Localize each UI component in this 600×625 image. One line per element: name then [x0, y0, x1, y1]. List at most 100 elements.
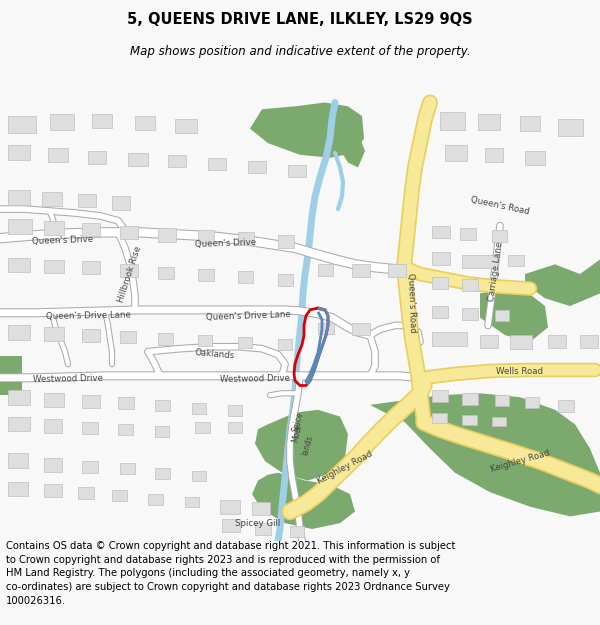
Bar — [510, 335, 532, 349]
Bar — [8, 116, 36, 134]
Bar — [462, 414, 477, 425]
Bar — [82, 329, 100, 342]
Bar — [120, 331, 136, 343]
Text: Queen's Drive Lane: Queen's Drive Lane — [46, 311, 131, 321]
Bar — [318, 322, 334, 334]
Bar — [558, 400, 574, 412]
Polygon shape — [525, 259, 600, 306]
Bar — [92, 114, 112, 128]
Bar — [228, 422, 242, 433]
Bar — [192, 403, 206, 414]
Bar — [8, 482, 28, 496]
Bar — [432, 412, 447, 423]
Bar — [508, 254, 524, 266]
Bar — [558, 119, 583, 136]
Bar — [228, 405, 242, 416]
Bar — [44, 484, 62, 497]
Bar — [462, 254, 497, 268]
Bar — [112, 490, 127, 501]
Bar — [432, 306, 448, 318]
Bar — [525, 151, 545, 166]
Bar — [440, 112, 465, 129]
Bar — [255, 523, 271, 535]
Bar — [198, 335, 212, 346]
Bar — [238, 337, 252, 348]
Bar — [148, 494, 163, 505]
Bar — [278, 235, 294, 248]
Bar — [278, 339, 292, 349]
Bar — [432, 226, 450, 238]
Bar — [44, 259, 64, 273]
Bar — [318, 264, 333, 276]
Bar — [8, 190, 30, 205]
Bar — [252, 502, 270, 516]
Bar — [462, 279, 478, 291]
Bar — [155, 400, 170, 411]
Bar — [44, 419, 62, 433]
Bar — [158, 229, 176, 242]
Text: Spicey Gill: Spicey Gill — [235, 519, 281, 528]
Bar — [158, 268, 174, 279]
Text: Wells Road: Wells Road — [497, 368, 544, 376]
Bar — [78, 488, 94, 499]
Bar — [118, 424, 133, 435]
Bar — [460, 229, 476, 240]
Bar — [495, 310, 509, 321]
Bar — [120, 226, 138, 239]
Bar — [432, 332, 467, 346]
Polygon shape — [252, 472, 355, 529]
Bar — [8, 145, 30, 159]
Bar — [8, 258, 30, 272]
Bar — [520, 116, 540, 131]
Bar — [288, 164, 306, 177]
Text: Oaklands: Oaklands — [194, 348, 235, 361]
Bar — [198, 269, 214, 281]
Text: Keighley Road: Keighley Road — [316, 449, 374, 486]
Bar — [492, 416, 506, 426]
Bar — [44, 458, 62, 472]
Bar — [120, 463, 135, 474]
Bar — [8, 416, 30, 431]
Text: Westwood Drive: Westwood Drive — [220, 374, 290, 384]
Bar — [82, 422, 98, 434]
Text: Keighley Road: Keighley Road — [490, 448, 551, 474]
Bar — [78, 194, 96, 207]
Bar — [495, 395, 509, 406]
Bar — [120, 264, 138, 277]
Text: Westwood Drive: Westwood Drive — [33, 374, 103, 384]
Bar — [478, 114, 500, 129]
Bar — [208, 158, 226, 171]
Bar — [432, 391, 448, 402]
Text: Contains OS data © Crown copyright and database right 2021. This information is : Contains OS data © Crown copyright and d… — [6, 541, 455, 606]
Bar — [112, 196, 130, 210]
Text: Queen's Road: Queen's Road — [406, 273, 418, 333]
Bar — [175, 119, 197, 134]
Bar — [220, 500, 240, 514]
Bar — [492, 231, 507, 242]
Bar — [462, 393, 478, 405]
Text: Queen's Drive: Queen's Drive — [31, 234, 93, 246]
Bar — [48, 148, 68, 162]
Bar — [278, 274, 293, 286]
Text: Moor-: Moor- — [291, 421, 305, 444]
Bar — [82, 222, 100, 236]
Bar — [525, 397, 539, 408]
Bar — [8, 391, 30, 405]
Text: Queen's Drive Lane: Queen's Drive Lane — [205, 310, 290, 322]
Bar — [480, 335, 498, 348]
Bar — [8, 219, 32, 234]
Polygon shape — [342, 138, 365, 168]
Bar — [388, 264, 406, 277]
Polygon shape — [480, 287, 548, 342]
Text: Carriage Lane: Carriage Lane — [487, 241, 505, 302]
Bar — [548, 335, 566, 348]
Bar — [352, 264, 370, 277]
Polygon shape — [370, 393, 600, 516]
Bar — [185, 497, 199, 507]
Bar — [8, 326, 30, 340]
Bar — [432, 277, 448, 289]
Text: Queen's Drive: Queen's Drive — [194, 238, 256, 249]
Bar — [50, 114, 74, 129]
Bar — [485, 148, 503, 162]
Bar — [155, 426, 169, 437]
